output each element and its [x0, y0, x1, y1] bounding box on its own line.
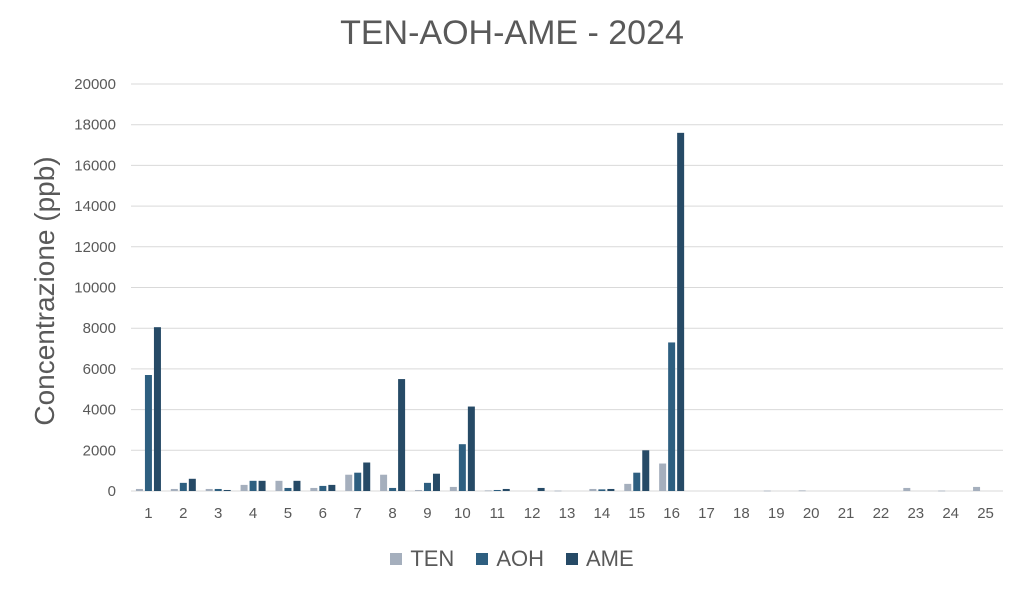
- y-tick-label: 18000: [74, 117, 116, 134]
- y-tick-label: 20000: [74, 76, 116, 93]
- bar-ten: [624, 483, 632, 491]
- legend-swatch: [476, 553, 489, 565]
- x-tick-label: 11: [489, 505, 505, 522]
- bar-ame: [328, 484, 336, 491]
- x-tick-label: 21: [838, 505, 855, 522]
- legend-swatch: [566, 553, 578, 565]
- y-tick-label: 0: [108, 483, 116, 500]
- bar-ten: [763, 490, 771, 492]
- bar-ame: [258, 480, 266, 491]
- bar-aoh: [493, 489, 501, 491]
- x-tick-label: 10: [454, 505, 471, 522]
- x-tick-label: 3: [214, 505, 222, 522]
- y-tick-label: 6000: [83, 361, 116, 378]
- x-tick-label: 2: [179, 505, 187, 522]
- legend-label: AME: [586, 546, 634, 571]
- bar-ame: [677, 132, 685, 491]
- bar-aoh: [249, 480, 257, 491]
- legend-item: AOH: [476, 546, 544, 572]
- legend-label: TEN: [410, 546, 455, 571]
- bar-ten: [798, 490, 806, 492]
- bar-ten: [938, 490, 946, 492]
- x-tick-label: 13: [559, 505, 576, 522]
- bar-aoh: [389, 487, 397, 491]
- bar-ame: [467, 406, 475, 491]
- bar-aoh: [633, 472, 641, 491]
- bar-aoh: [214, 488, 222, 491]
- bar-aoh: [319, 485, 327, 491]
- bar-ame: [432, 473, 440, 491]
- x-tick-label: 7: [354, 505, 362, 522]
- legend-swatch: [390, 553, 403, 565]
- bar-aoh: [668, 342, 676, 491]
- bar-ame: [502, 488, 510, 491]
- x-tick-label: 20: [803, 505, 820, 522]
- x-tick-label: 22: [873, 505, 890, 522]
- x-tick-label: 15: [628, 505, 645, 522]
- x-tick-label: 14: [594, 505, 611, 522]
- x-tick-label: 6: [319, 505, 327, 522]
- bar-aoh: [598, 489, 606, 491]
- bar-ame: [363, 462, 371, 491]
- x-tick-label: 1: [144, 505, 152, 522]
- y-tick-label: 2000: [83, 442, 116, 459]
- legend: TEN AOH AME: [0, 546, 1024, 572]
- x-tick-label: 4: [249, 505, 257, 522]
- y-tick-label: 8000: [83, 320, 116, 337]
- bar-ame: [607, 488, 615, 491]
- bar-ame: [293, 480, 301, 491]
- legend-item: TEN: [390, 546, 454, 572]
- chart-title: TEN-AOH-AME - 2024: [340, 14, 684, 52]
- bar-ten: [240, 484, 248, 491]
- legend-label: AOH: [496, 546, 544, 571]
- y-tick-label: 16000: [74, 157, 116, 174]
- x-tick-label: 9: [423, 505, 431, 522]
- x-tick-label: 23: [907, 505, 924, 522]
- bar-aoh: [179, 482, 187, 491]
- bar-ten: [554, 490, 562, 492]
- bar-ten: [170, 488, 178, 491]
- bar-ten: [275, 480, 283, 491]
- y-tick-label: 14000: [74, 198, 116, 215]
- bar-ten: [345, 474, 353, 491]
- y-tick-label: 4000: [83, 402, 116, 419]
- bar-ten: [205, 488, 213, 491]
- bar-ten: [449, 486, 457, 491]
- bar-ame: [398, 379, 406, 491]
- y-tick-label: 12000: [74, 239, 116, 256]
- bar-ten: [484, 490, 492, 492]
- x-tick-label: 12: [524, 505, 541, 522]
- x-tick-label: 19: [768, 505, 785, 522]
- bar-aoh: [354, 472, 362, 491]
- bar-ten: [135, 488, 143, 491]
- bar-ten: [973, 486, 981, 491]
- y-tick-label: 10000: [74, 280, 116, 297]
- bar-ame: [153, 327, 161, 491]
- bar-ten: [659, 463, 667, 491]
- x-tick-label: 25: [977, 505, 994, 522]
- x-tick-label: 5: [284, 505, 292, 522]
- legend-item: AME: [566, 546, 634, 572]
- bar-ame: [223, 489, 231, 491]
- bar-ame: [188, 478, 196, 491]
- bar-ame: [642, 450, 650, 491]
- x-tick-label: 16: [663, 505, 680, 522]
- bar-aoh: [144, 375, 152, 491]
- bar-ten: [414, 489, 422, 491]
- bar-aoh: [458, 444, 466, 491]
- bar-ten: [903, 487, 911, 491]
- bar-ten: [380, 474, 388, 491]
- bar-ten: [310, 487, 318, 491]
- x-tick-label: 18: [733, 505, 750, 522]
- x-tick-label: 24: [942, 505, 959, 522]
- x-tick-label: 17: [698, 505, 715, 522]
- x-tick-label: 8: [388, 505, 396, 522]
- bar-ame: [537, 487, 545, 491]
- bar-ten: [589, 488, 597, 491]
- bar-aoh: [423, 482, 431, 491]
- bar-aoh: [284, 487, 292, 491]
